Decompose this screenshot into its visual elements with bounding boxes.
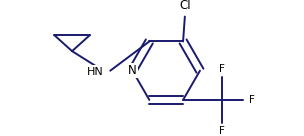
Text: F: F (249, 95, 255, 105)
Text: N: N (128, 64, 137, 77)
Text: F: F (219, 64, 225, 74)
Text: Cl: Cl (179, 0, 191, 12)
Text: HN: HN (86, 67, 103, 77)
Text: F: F (219, 126, 225, 136)
